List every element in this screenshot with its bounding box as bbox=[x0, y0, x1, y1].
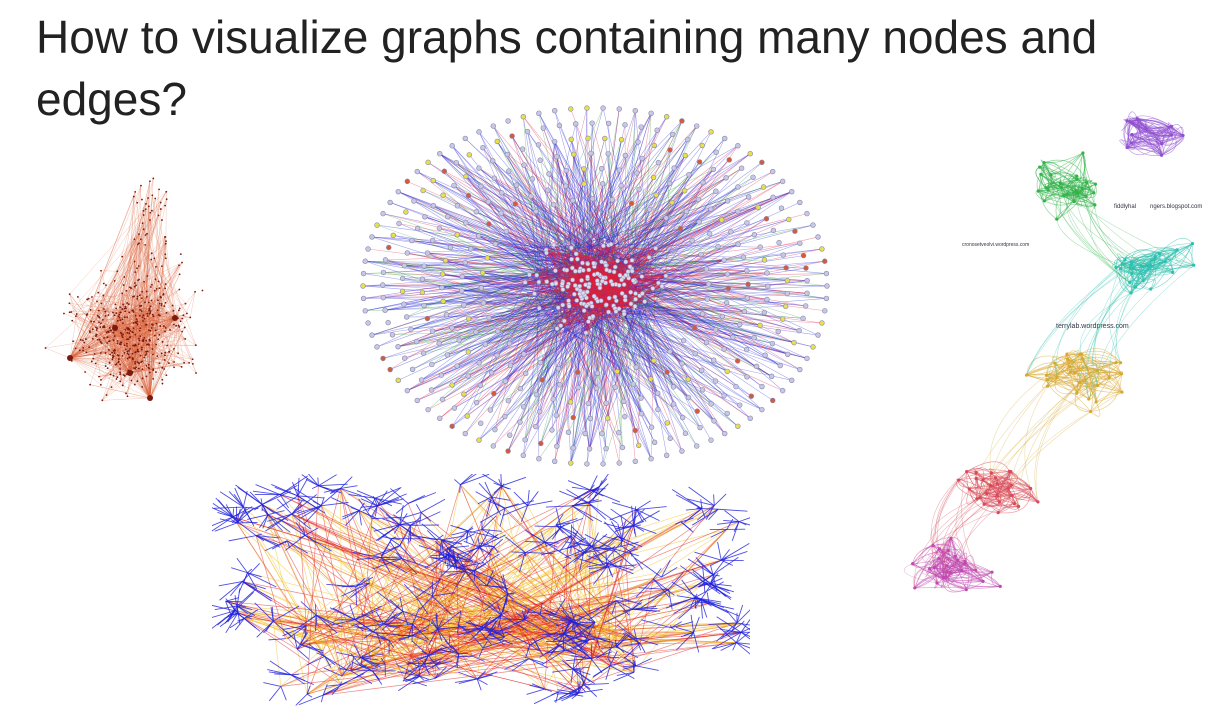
slide-title: How to visualize graphs containing many … bbox=[36, 11, 1098, 125]
graph-label-2: ngers.blogspot.com bbox=[1150, 204, 1202, 210]
community-colored-network-image: fiddlyhal ngers.blogspot.com cronosetveo… bbox=[903, 111, 1202, 593]
graph-label-4: terrylab.wordpress.com bbox=[1056, 323, 1129, 330]
bipartite-dense-network-image bbox=[212, 474, 750, 706]
circular-dense-network-image bbox=[360, 105, 830, 467]
orange-hub-network-image bbox=[44, 177, 204, 402]
graph-label-3: cronosetveolvi.wordpress.com bbox=[962, 242, 1029, 248]
graph-label-1: fiddlyhal bbox=[1114, 204, 1136, 210]
